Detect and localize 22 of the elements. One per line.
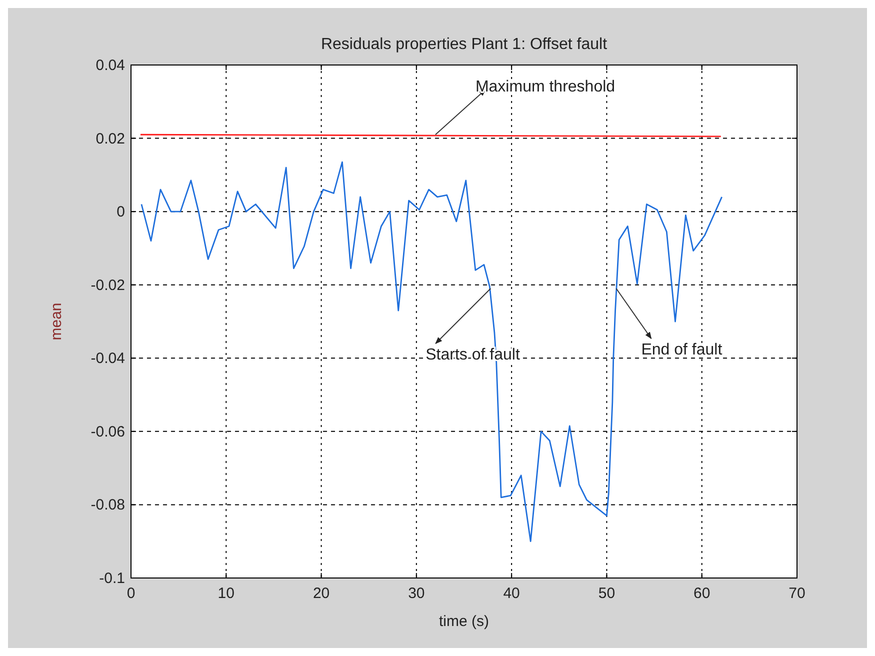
x-axis-title: time (s) xyxy=(439,613,489,630)
x-tick-label: 20 xyxy=(312,585,330,602)
x-tick-label: 50 xyxy=(598,585,616,602)
y-tick-label: 0.02 xyxy=(96,130,125,148)
x-tick-label: 70 xyxy=(788,585,806,602)
x-tick-label: 0 xyxy=(126,585,136,602)
x-tick-label: 10 xyxy=(218,585,234,602)
y-tick-label: 0.04 xyxy=(96,57,125,74)
x-tick-label: 40 xyxy=(503,585,520,602)
x-tick-label: 60 xyxy=(694,585,710,602)
chart-title: Residuals properties Plant 1: Offset fault xyxy=(320,36,608,53)
y-tick-label: -0.1 xyxy=(99,570,125,587)
y-tick-label: -0.04 xyxy=(90,350,125,368)
y-tick-label: 0 xyxy=(116,204,125,221)
y-tick-label: -0.06 xyxy=(90,423,125,440)
annotation: Maximum threshold xyxy=(475,78,616,96)
x-tick-label: 30 xyxy=(408,585,425,602)
y-axis-title: mean xyxy=(48,302,65,340)
y-tick-label: -0.02 xyxy=(90,276,125,294)
line-series xyxy=(140,161,723,542)
y-tick-label: -0.08 xyxy=(90,496,125,514)
annotation: End of fault xyxy=(641,342,723,359)
